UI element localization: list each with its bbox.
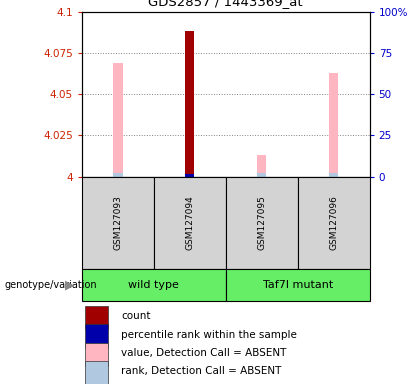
Bar xyxy=(82,269,226,301)
Bar xyxy=(257,155,266,177)
Title: GDS2857 / 1443369_at: GDS2857 / 1443369_at xyxy=(148,0,303,8)
Bar xyxy=(329,73,339,177)
Bar xyxy=(185,31,194,177)
Bar xyxy=(85,306,108,329)
Bar xyxy=(85,324,108,348)
Text: GSM127094: GSM127094 xyxy=(185,195,194,250)
Bar xyxy=(185,31,194,177)
Text: value, Detection Call = ABSENT: value, Detection Call = ABSENT xyxy=(121,348,287,358)
Bar xyxy=(226,269,370,301)
Bar xyxy=(226,177,298,269)
Bar xyxy=(113,63,123,177)
Text: GSM127096: GSM127096 xyxy=(329,195,338,250)
Bar xyxy=(82,177,154,269)
Bar xyxy=(113,173,123,177)
Text: count: count xyxy=(121,311,151,321)
Bar xyxy=(85,361,108,384)
Bar xyxy=(329,173,339,177)
Text: percentile rank within the sample: percentile rank within the sample xyxy=(121,329,297,339)
Bar xyxy=(85,343,108,366)
Text: genotype/variation: genotype/variation xyxy=(4,280,97,290)
Bar xyxy=(185,173,194,177)
Text: ▶: ▶ xyxy=(65,279,75,291)
Text: rank, Detection Call = ABSENT: rank, Detection Call = ABSENT xyxy=(121,366,282,376)
Bar xyxy=(257,173,266,177)
Bar xyxy=(298,177,370,269)
Bar xyxy=(185,174,194,177)
Text: wild type: wild type xyxy=(129,280,179,290)
Text: GSM127093: GSM127093 xyxy=(113,195,122,250)
Text: Taf7l mutant: Taf7l mutant xyxy=(262,280,333,290)
Bar xyxy=(154,177,226,269)
Text: GSM127095: GSM127095 xyxy=(257,195,266,250)
